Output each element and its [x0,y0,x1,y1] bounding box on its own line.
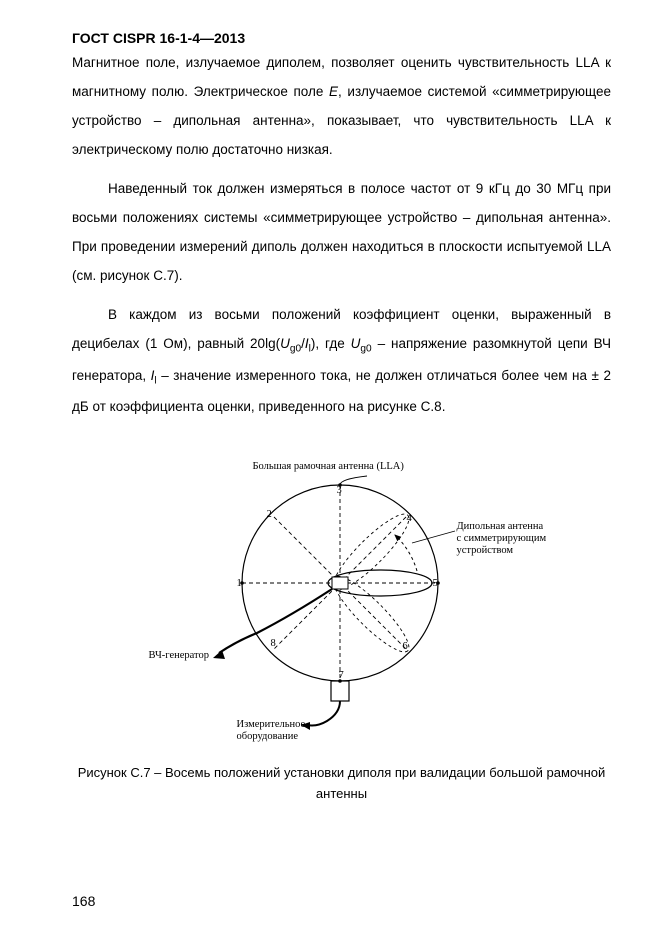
p3g0: g0 [290,344,301,355]
figure-c7: Большая рамочная антенна (LLA) Дипольная… [72,463,611,805]
pos-2: 2 [267,509,272,521]
pos-6: 6 [403,641,408,653]
lbl-dipole-1: Дипольная антенна [457,521,544,533]
lbl-meas-1: Измерительное [237,719,306,731]
pos-8: 8 [271,638,276,650]
diagram-svg [127,463,557,748]
lbl-generator: ВЧ-генератор [149,650,210,662]
p3U: U [280,336,290,351]
p1E: E [329,84,338,99]
figure-caption: Рисунок С.7 – Восемь положений установки… [72,763,611,805]
lbl-dipole-3: устройством [457,545,514,557]
lbl-dipole-2: с симметрирующим [457,533,547,545]
pos-5: 5 [433,578,438,590]
p3g02: g0 [360,344,371,355]
p3b: ), где [311,336,351,351]
lbl-meas-2: оборудование [237,731,299,743]
doc-header: ГОСТ CISPR 16-1-4—2013 [72,30,611,46]
lbl-lla-title: Большая рамочная антенна (LLA) [253,461,404,473]
pos-3: 3 [337,485,342,497]
para-1: Магнитное поле, излучаемое диполем, позв… [72,48,611,164]
pos-1: 1 [237,578,242,590]
p3U2: U [351,336,361,351]
pos-7: 7 [339,670,344,682]
para-2: Наведенный ток должен измеряться в полос… [72,174,611,290]
diagram-container: Большая рамочная антенна (LLA) Дипольная… [127,463,557,748]
para-3: В каждом из восьми положений коэффициент… [72,300,611,421]
pos-4: 4 [407,513,412,525]
page-number: 168 [72,893,95,909]
